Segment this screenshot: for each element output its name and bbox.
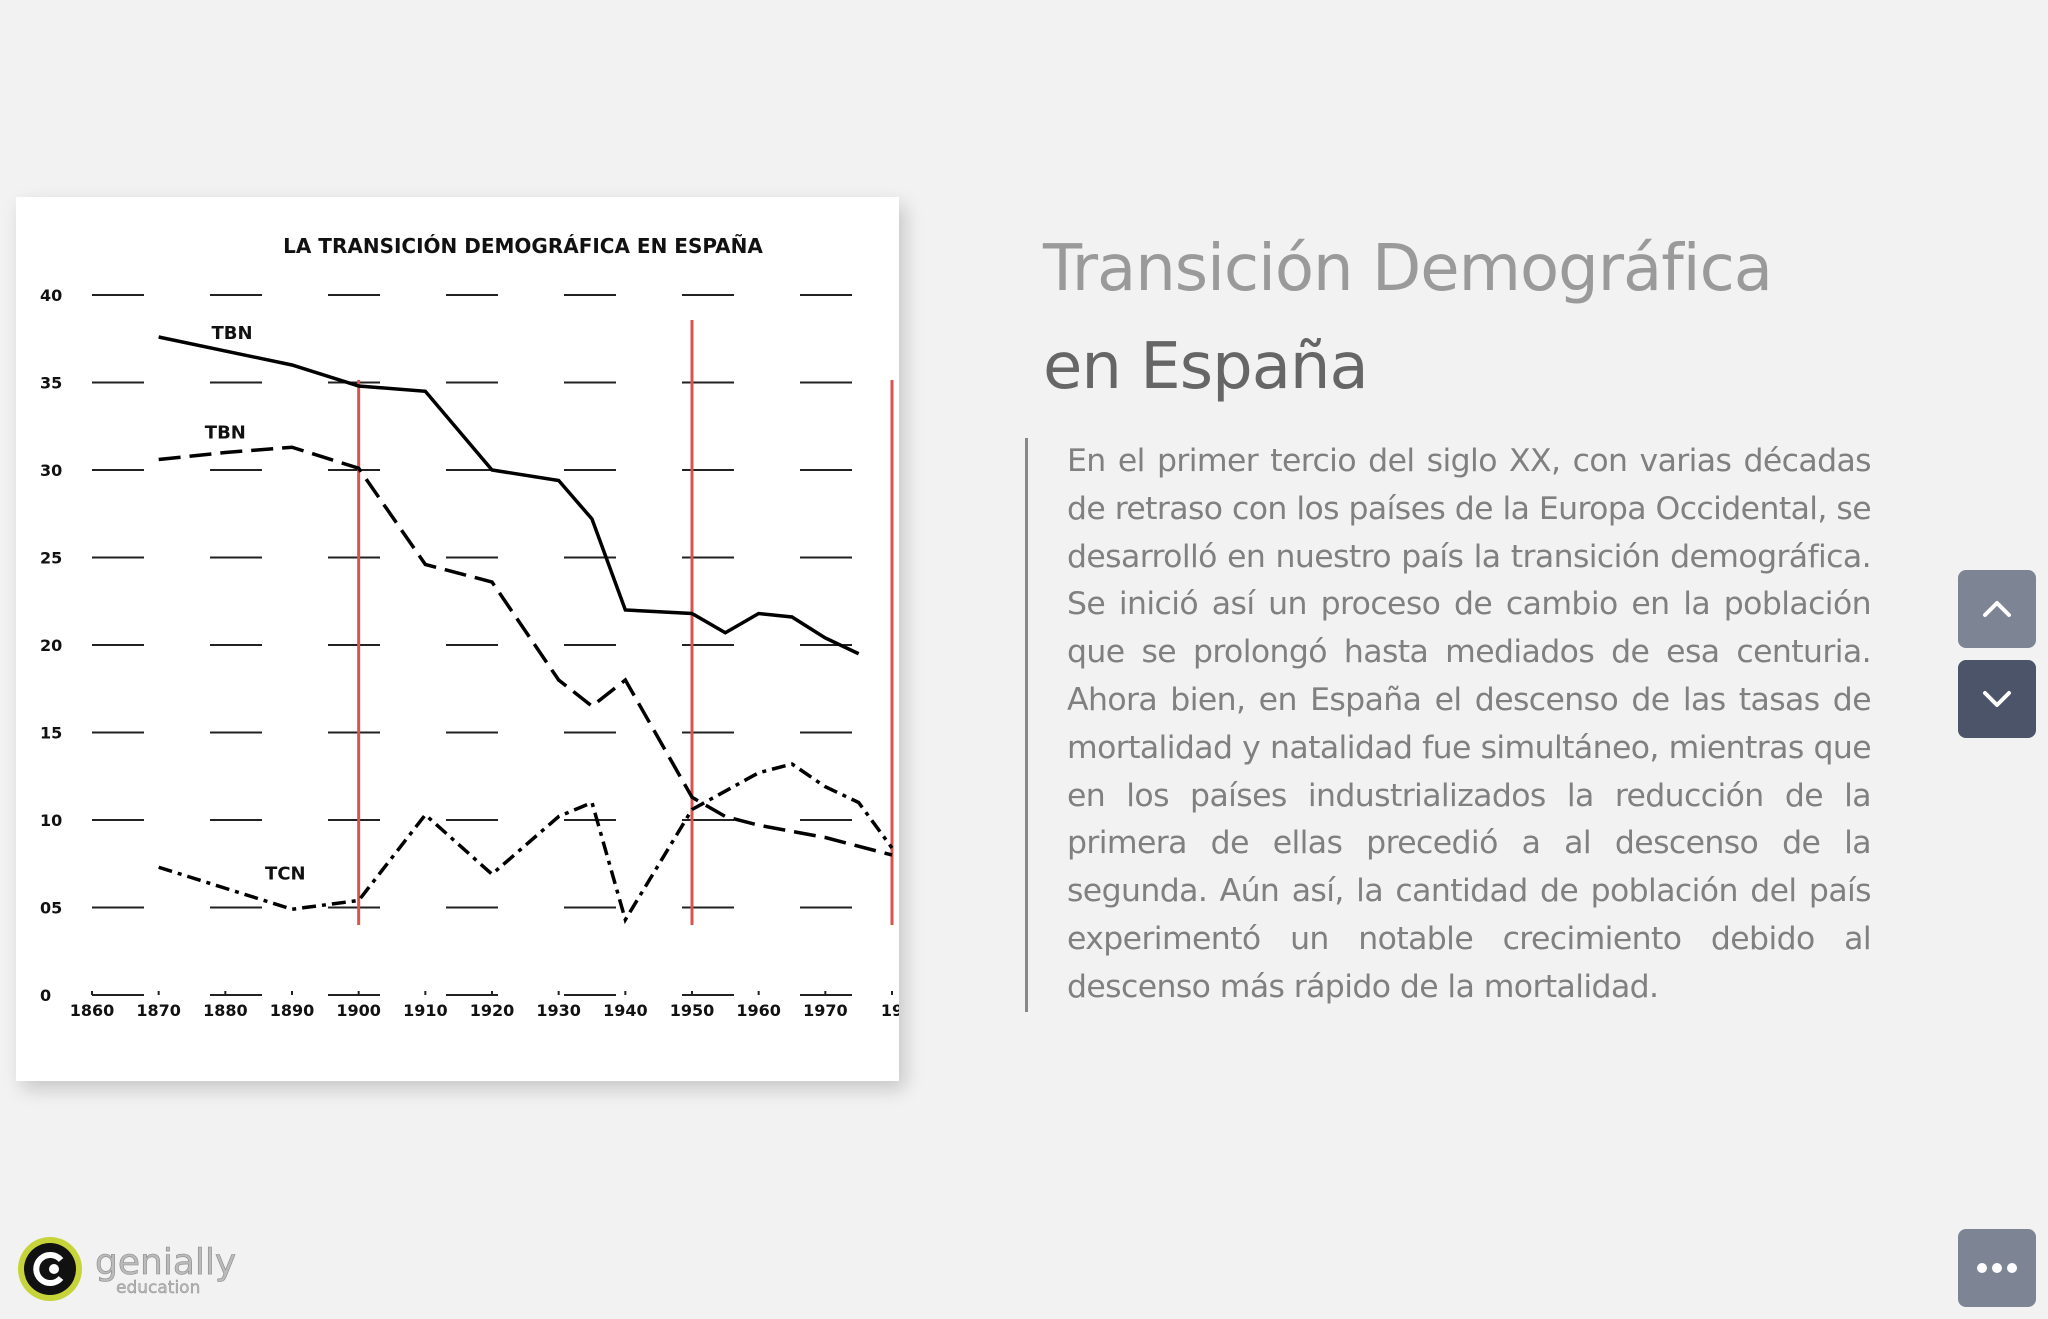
- chevron-up: [1983, 601, 2011, 617]
- y-tick-label: 0: [40, 986, 51, 1005]
- series-label: TCN: [265, 864, 306, 885]
- x-tick-label: 1900: [336, 1001, 381, 1020]
- y-tick-label: 10: [40, 811, 62, 830]
- y-tick-label: 05: [40, 899, 62, 918]
- paragraph: En el primer tercio del siglo XX, con va…: [1025, 438, 1872, 1012]
- series-label: TBN: [205, 423, 246, 444]
- y-tick-label: 25: [40, 549, 62, 568]
- y-tick-label: 40: [40, 286, 62, 305]
- x-tick-label: 1940: [603, 1001, 648, 1020]
- series-label: TBN: [211, 323, 252, 344]
- prev-button[interactable]: [1958, 570, 2036, 648]
- chart-title: LA TRANSICIÓN DEMOGRÁFICA EN ESPAÑA: [283, 234, 763, 258]
- x-tick-label: 1870: [136, 1001, 181, 1020]
- x-tick-label: 1860: [70, 1001, 115, 1020]
- x-tick-label: 1890: [270, 1001, 315, 1020]
- logo-name: genially: [95, 1242, 236, 1283]
- x-tick-label: 1880: [203, 1001, 248, 1020]
- x-tick-label: 19: [881, 1001, 899, 1020]
- heading: Transición Demográfica: [1043, 232, 1773, 306]
- series-line: [158, 762, 894, 925]
- logo-sub: education: [116, 1278, 200, 1298]
- y-tick-label: 35: [40, 374, 62, 393]
- y-tick-label: 20: [40, 636, 62, 655]
- x-tick-label: 1970: [803, 1001, 848, 1020]
- x-tick-label: 1960: [736, 1001, 781, 1020]
- x-tick-label: 1930: [536, 1001, 581, 1020]
- chart: LA TRANSICIÓN DEMOGRÁFICA EN ESPAÑA 0 05 1…: [40, 234, 899, 1020]
- x-tick-label: 1920: [470, 1001, 515, 1020]
- x-tick-label: 1910: [403, 1001, 448, 1020]
- chart-card: LA TRANSICIÓN DEMOGRÁFICA EN ESPAÑA 0 05 1…: [16, 197, 899, 1081]
- series-line: [158, 445, 893, 857]
- logo: genially education: [18, 1237, 236, 1301]
- more-button[interactable]: [1958, 1229, 2036, 1307]
- series-line: [158, 335, 860, 656]
- heading: en España: [1043, 330, 1369, 404]
- chevron-down: [1983, 691, 2011, 707]
- y-tick-label: 30: [40, 461, 62, 480]
- dots: [1977, 1263, 2017, 1273]
- x-tick-label: 1950: [670, 1001, 715, 1020]
- next-button[interactable]: [1958, 660, 2036, 738]
- y-tick-label: 15: [40, 724, 62, 743]
